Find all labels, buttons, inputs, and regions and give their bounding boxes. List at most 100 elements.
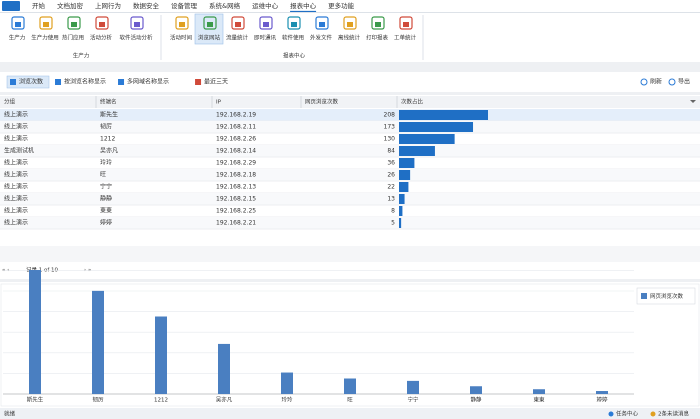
table-cell[interactable]: 東東 — [100, 207, 112, 215]
ribbon-button[interactable]: 软件使用 — [282, 34, 304, 42]
table-cell[interactable]: 26 — [387, 172, 395, 179]
menu-tab[interactable]: 系统&网络 — [209, 1, 241, 10]
toolbar-button[interactable]: 最近三天 — [204, 78, 228, 86]
x-tick-label: 韧厉 — [92, 396, 104, 404]
table-cell[interactable]: 线上演示 — [4, 195, 28, 203]
ribbon-button[interactable]: 即时通讯 — [254, 34, 277, 42]
chart-bar[interactable] — [344, 379, 356, 395]
table-cell[interactable]: 36 — [387, 160, 395, 167]
app-logo[interactable] — [2, 1, 20, 11]
toolbar-button[interactable]: 多网域名称显示 — [127, 78, 169, 86]
ribbon-button[interactable]: 生产力使用 — [31, 34, 59, 42]
column-header[interactable]: IP — [216, 100, 222, 106]
status-link[interactable]: 2条未读消息 — [658, 410, 689, 418]
ribbon-button[interactable]: 工单统计 — [394, 34, 417, 42]
table-cell[interactable]: 192.168.2.26 — [216, 136, 256, 143]
table-cell[interactable]: 旺 — [100, 172, 106, 179]
ribbon-button[interactable]: 打印报表 — [366, 34, 389, 42]
ribbon-icon-fill — [403, 22, 409, 27]
table-cell[interactable]: 线上演示 — [4, 159, 28, 167]
table-cell[interactable]: 173 — [384, 124, 396, 131]
table-cell[interactable]: 192.168.2.29 — [216, 160, 256, 167]
table-cell[interactable]: 84 — [387, 148, 395, 155]
table-cell[interactable]: 静静 — [100, 195, 112, 203]
status-bar — [0, 408, 700, 419]
ribbon-button[interactable]: 活动分析 — [90, 34, 113, 42]
ribbon-button[interactable]: 生产力 — [9, 34, 26, 42]
table-cell[interactable]: 192.168.2.19 — [216, 112, 256, 119]
table-cell[interactable]: 208 — [384, 112, 396, 119]
table-cell[interactable]: 线上演示 — [4, 183, 28, 191]
table-cell[interactable]: 8 — [391, 208, 395, 215]
ribbon-button[interactable]: 离线统计 — [338, 34, 361, 42]
table-cell[interactable]: 吴亦凡 — [100, 147, 118, 155]
table-cell[interactable]: 22 — [387, 184, 395, 191]
chart-bar[interactable] — [533, 389, 545, 394]
toolbar-button[interactable]: 按浏览名称显示 — [64, 78, 106, 86]
table-cell[interactable]: 线上演示 — [4, 135, 28, 143]
table-cell[interactable]: 192.168.2.18 — [216, 172, 256, 179]
table-cell[interactable]: 线上演示 — [4, 123, 28, 131]
table-cell[interactable]: 130 — [384, 136, 396, 143]
ribbon-button[interactable]: 流量统计 — [226, 34, 249, 42]
table-cell[interactable]: 线上演示 — [4, 171, 28, 179]
chart-bar[interactable] — [155, 317, 167, 395]
table-cell[interactable]: 1212 — [100, 136, 115, 143]
ribbon-button[interactable]: 热门应用 — [62, 34, 84, 42]
chart-bar[interactable] — [218, 344, 230, 394]
menu-tab[interactable]: 文档加密 — [57, 1, 84, 10]
menu-tab[interactable]: 开始 — [32, 1, 46, 10]
status-link[interactable]: 任务中心 — [616, 410, 639, 418]
ribbon-icon-fill — [134, 22, 140, 27]
toolbar-button[interactable]: 浏览次数 — [19, 78, 43, 86]
table-cell[interactable]: 宁宁 — [100, 183, 112, 191]
chart-bar[interactable] — [29, 270, 41, 394]
column-header[interactable]: 网页浏览次数 — [305, 98, 339, 106]
ribbon-button[interactable]: 软件活动分析 — [119, 34, 153, 42]
table-cell[interactable]: 斯先生 — [100, 111, 118, 119]
table-cell[interactable]: 192.168.2.25 — [216, 208, 256, 215]
menu-tab[interactable]: 上网行为 — [95, 1, 121, 10]
ribbon-icon-fill — [207, 22, 213, 27]
chart-bar[interactable] — [281, 373, 293, 394]
menu-tab[interactable]: 报表中心 — [290, 1, 317, 10]
ratio-bar — [399, 170, 410, 180]
ratio-bar — [399, 218, 401, 228]
table-cell[interactable]: 192.168.2.21 — [216, 220, 256, 227]
toolbar-icon — [118, 79, 124, 85]
table-cell[interactable]: 韧厉 — [100, 123, 112, 131]
column-header[interactable]: 次数占比 — [401, 98, 424, 106]
ribbon-button[interactable]: 外发文件 — [310, 34, 333, 42]
menu-tab[interactable]: 数据安全 — [133, 1, 160, 10]
table-cell[interactable]: 线上演示 — [4, 111, 28, 119]
table-cell[interactable]: 5 — [391, 220, 395, 227]
table-cell[interactable]: 线上演示 — [4, 219, 28, 227]
menu-tab[interactable]: 设备管理 — [171, 1, 198, 10]
chart-bar[interactable] — [596, 391, 608, 394]
menu-tab[interactable]: 更多功能 — [328, 1, 355, 10]
table-cell[interactable]: 192.168.2.14 — [216, 148, 256, 155]
ribbon-button[interactable]: 活动时间 — [170, 34, 192, 42]
column-header[interactable]: 终端名 — [100, 98, 117, 106]
chart-bar[interactable] — [407, 381, 419, 394]
chart-bar[interactable] — [92, 291, 104, 394]
table-cell[interactable]: 生成测试机 — [4, 147, 34, 155]
column-header[interactable]: 分组 — [4, 98, 16, 106]
menu-tab[interactable]: 运维中心 — [252, 1, 279, 10]
toolbar-button[interactable]: 刷新 — [650, 78, 662, 86]
toolbar-button[interactable]: 导出 — [678, 78, 690, 86]
ratio-bar — [399, 158, 414, 168]
toolbar-icon — [195, 79, 201, 85]
x-tick-label: 吴亦凡 — [216, 396, 233, 404]
ratio-bar — [399, 194, 405, 204]
table-cell[interactable]: 玲玲 — [100, 159, 112, 167]
table-cell[interactable]: 192.168.2.13 — [216, 184, 256, 191]
table-cell[interactable]: 13 — [387, 196, 395, 203]
ribbon-icon-fill — [291, 22, 297, 27]
table-cell[interactable]: 线上演示 — [4, 207, 28, 215]
table-cell[interactable]: 192.168.2.11 — [216, 124, 256, 131]
ribbon-button[interactable]: 浏览网站 — [198, 34, 221, 42]
chart-bar[interactable] — [470, 386, 482, 394]
table-cell[interactable]: 192.168.2.15 — [216, 196, 256, 203]
table-cell[interactable]: 婷婷 — [100, 219, 112, 227]
